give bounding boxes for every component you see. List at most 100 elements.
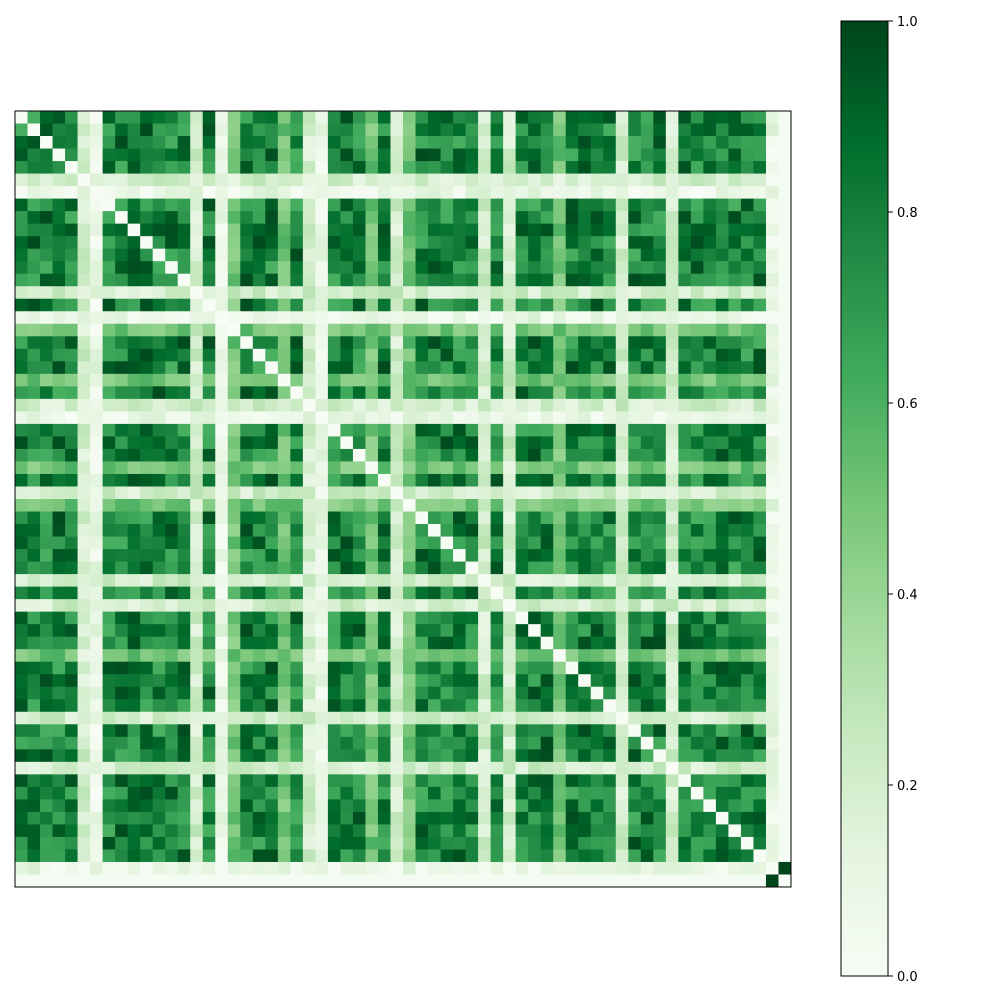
- heatmap-cell: [740, 473, 754, 487]
- heatmap-cell: [628, 511, 642, 525]
- heatmap-cell: [453, 699, 466, 713]
- heatmap-cell: [715, 311, 729, 325]
- heatmap-cell: [240, 674, 254, 688]
- heatmap-cell: [140, 849, 154, 863]
- heatmap-cell: [352, 261, 366, 275]
- heatmap-cell: [202, 373, 216, 387]
- heatmap-cell: [115, 561, 129, 575]
- heatmap-cell: [240, 211, 254, 225]
- heatmap-cell: [765, 761, 779, 775]
- heatmap-cell: [302, 348, 316, 362]
- heatmap-cell: [215, 524, 229, 537]
- heatmap-cell: [215, 774, 229, 788]
- heatmap-cell: [465, 211, 479, 225]
- heatmap-cell: [640, 436, 654, 450]
- heatmap-cell: [478, 611, 492, 625]
- heatmap-cell: [415, 461, 429, 475]
- heatmap-cell: [315, 286, 329, 300]
- heatmap-cell: [653, 599, 667, 613]
- heatmap-cell: [390, 236, 404, 250]
- heatmap-cell: [515, 298, 529, 312]
- heatmap-cell: [290, 398, 304, 412]
- heatmap-cell: [302, 336, 316, 350]
- heatmap-cell: [453, 411, 466, 425]
- heatmap-cell: [65, 223, 78, 237]
- heatmap-cell: [65, 586, 78, 600]
- heatmap-cell: [227, 686, 241, 700]
- heatmap-cell: [252, 836, 266, 850]
- heatmap-cell: [465, 423, 479, 437]
- heatmap-cell: [202, 161, 216, 174]
- heatmap-cell: [440, 198, 454, 212]
- heatmap-cell: [190, 586, 204, 600]
- heatmap-cell: [90, 386, 104, 400]
- heatmap-cell: [115, 348, 129, 362]
- heatmap-cell: [290, 161, 304, 174]
- heatmap-cell: [340, 624, 354, 638]
- heatmap-cell: [102, 161, 116, 174]
- heatmap-cell: [478, 211, 492, 225]
- heatmap-cell: [778, 423, 792, 437]
- heatmap-cell: [415, 423, 429, 437]
- heatmap-cell: [565, 786, 579, 800]
- heatmap-cell: [553, 261, 567, 275]
- heatmap-cell: [65, 273, 78, 287]
- heatmap-cell: [102, 524, 116, 537]
- heatmap-cell: [428, 161, 441, 174]
- heatmap-cell: [52, 861, 66, 875]
- heatmap-cell: [778, 211, 792, 225]
- heatmap-cell: [590, 711, 604, 725]
- heatmap-cell: [65, 173, 78, 187]
- heatmap-cell: [327, 111, 341, 124]
- heatmap-cell: [628, 674, 642, 688]
- heatmap-cell: [628, 836, 642, 850]
- heatmap-cell: [140, 148, 154, 162]
- heatmap-cell: [690, 148, 704, 162]
- heatmap-cell: [640, 774, 654, 788]
- heatmap-cell: [240, 136, 254, 149]
- heatmap-cell: [152, 499, 166, 512]
- heatmap-cell: [615, 323, 629, 337]
- heatmap-cell: [678, 799, 692, 813]
- heatmap-cell: [227, 136, 241, 149]
- heatmap-cell: [165, 624, 179, 638]
- heatmap-cell: [390, 161, 404, 174]
- heatmap-cell: [603, 724, 617, 738]
- heatmap-cell: [465, 549, 479, 562]
- heatmap-cell: [403, 724, 416, 738]
- heatmap-cell: [453, 211, 466, 225]
- heatmap-cell: [428, 136, 441, 149]
- heatmap-cell: [478, 661, 492, 675]
- heatmap-cell: [15, 724, 28, 738]
- heatmap-cell: [315, 636, 329, 650]
- heatmap-cell: [127, 386, 141, 400]
- heatmap-cell: [490, 624, 504, 638]
- heatmap-cell: [227, 736, 241, 750]
- heatmap-cell: [40, 311, 53, 325]
- heatmap-cell: [490, 136, 504, 149]
- heatmap-cell: [202, 111, 216, 124]
- heatmap-cell: [340, 574, 354, 588]
- heatmap-cell: [327, 511, 341, 525]
- heatmap-cell: [503, 549, 517, 562]
- heatmap-cell: [703, 386, 717, 400]
- heatmap-cell: [528, 261, 542, 275]
- heatmap-cell: [390, 611, 404, 625]
- heatmap-cell: [52, 686, 66, 700]
- heatmap-cell: [115, 661, 129, 675]
- heatmap-cell: [140, 448, 154, 462]
- heatmap-cell: [252, 849, 266, 863]
- heatmap-cell: [65, 261, 78, 275]
- heatmap-cell: [90, 448, 104, 462]
- heatmap-cell: [352, 561, 366, 575]
- heatmap-cell: [290, 524, 304, 537]
- heatmap-cell: [578, 423, 592, 437]
- heatmap-cell: [578, 686, 592, 700]
- heatmap-cell: [703, 486, 717, 500]
- heatmap-cell: [603, 761, 617, 775]
- heatmap-cell: [653, 473, 667, 487]
- heatmap-cell: [628, 649, 642, 663]
- heatmap-cell: [665, 148, 679, 162]
- heatmap-cell: [690, 836, 704, 850]
- heatmap-cell: [115, 323, 129, 337]
